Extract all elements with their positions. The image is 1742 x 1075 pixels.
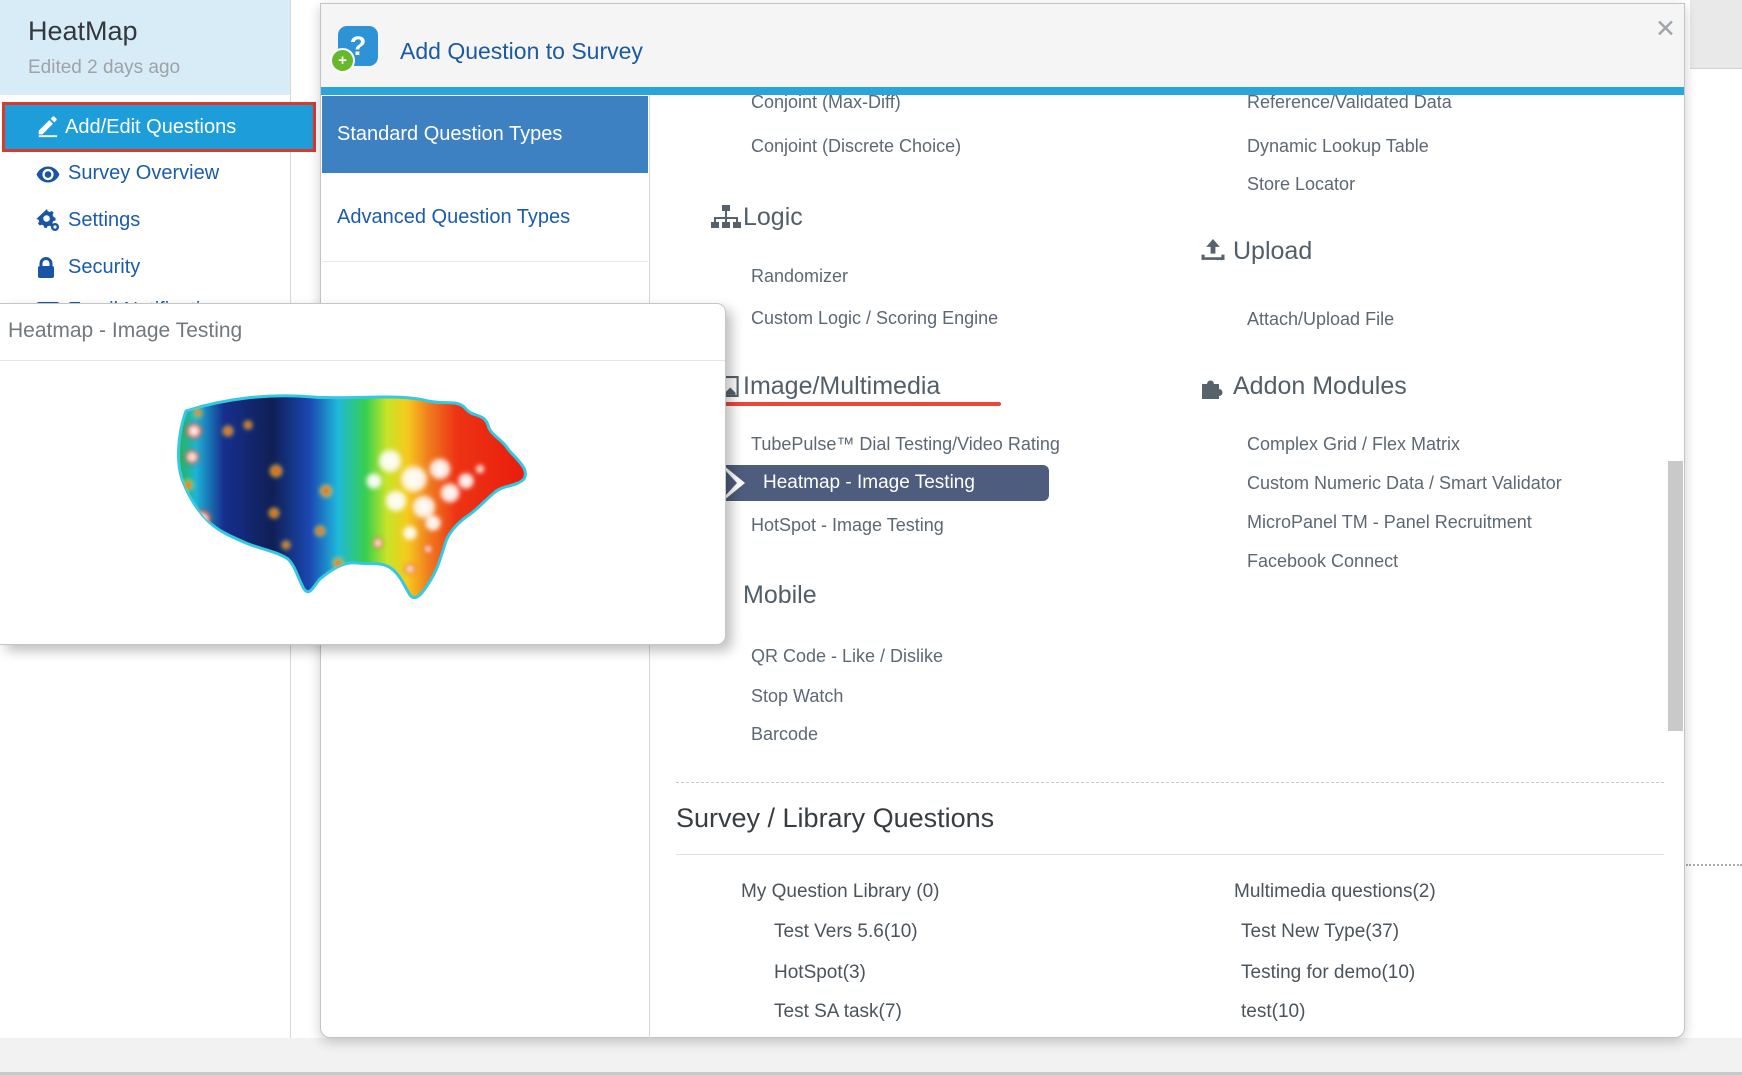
eye-icon bbox=[36, 162, 60, 184]
question-type-preview-tooltip: Heatmap - Image Testing bbox=[0, 303, 726, 645]
section-dashed-divider bbox=[676, 782, 1664, 783]
chevron-right-icon bbox=[725, 470, 737, 496]
sidebar-item-add-edit-questions[interactable]: Add/Edit Questions bbox=[2, 102, 316, 152]
question-type-item[interactable]: Dynamic Lookup Table bbox=[1247, 136, 1429, 156]
question-type-item[interactable]: Custom Numeric Data / Smart Validator bbox=[1247, 473, 1562, 493]
question-type-item[interactable]: Store Locator bbox=[1247, 174, 1356, 194]
selected-question-type-label: Heatmap - Image Testing bbox=[763, 472, 975, 493]
usa-heatmap-image bbox=[128, 372, 538, 629]
tooltip-title: Heatmap - Image Testing bbox=[8, 319, 243, 342]
sidebar-item-label: Survey Overview bbox=[68, 162, 220, 184]
library-folder-child[interactable]: test(10) bbox=[1241, 1001, 1306, 1022]
gears-icon bbox=[36, 209, 60, 231]
dialog-title: Add Question to Survey bbox=[400, 38, 643, 64]
survey-header-panel bbox=[0, 0, 290, 95]
background-bottom-strip bbox=[0, 1038, 1742, 1075]
tab-standard-question-types[interactable]: Standard Question Types bbox=[322, 96, 648, 173]
survey-edited-status: Edited 2 days ago bbox=[28, 57, 181, 78]
add-question-dialog: ? + Add Question to Survey ✕ Standard Qu… bbox=[320, 3, 1685, 1039]
background-dashed-divider bbox=[1686, 864, 1742, 866]
question-type-item[interactable]: Conjoint (Max-Diff) bbox=[751, 92, 901, 112]
question-type-item[interactable]: Attach/Upload File bbox=[1247, 309, 1395, 329]
category-title-logic: Logic bbox=[743, 203, 803, 231]
library-folder[interactable]: Multimedia questions(2) bbox=[1234, 881, 1436, 902]
sidebar-item-security[interactable]: Security bbox=[0, 252, 290, 282]
question-type-item[interactable]: MicroPanel TM - Panel Recruitment bbox=[1247, 512, 1532, 532]
question-type-item[interactable]: Complex Grid / Flex Matrix bbox=[1247, 434, 1461, 454]
sidebar-item-label: Settings bbox=[68, 209, 141, 231]
tab-label: Standard Question Types bbox=[337, 123, 563, 145]
dialog-accent-bar bbox=[321, 87, 1684, 95]
tab-advanced-question-types[interactable]: Advanced Question Types bbox=[322, 173, 648, 262]
library-section-title: Survey / Library Questions bbox=[676, 803, 995, 833]
question-type-item[interactable]: QR Code - Like / Dislike bbox=[751, 646, 944, 666]
survey-title: HeatMap bbox=[28, 16, 138, 46]
question-type-item[interactable]: HotSpot - Image Testing bbox=[751, 515, 944, 535]
library-folder[interactable]: My Question Library (0) bbox=[741, 881, 940, 902]
category-title-addon-modules: Addon Modules bbox=[1233, 372, 1407, 400]
question-type-item[interactable]: Barcode bbox=[751, 724, 819, 744]
tooltip-divider bbox=[0, 360, 725, 361]
sidebar-item-label: Security bbox=[68, 256, 141, 278]
question-type-item[interactable]: Randomizer bbox=[751, 266, 849, 286]
window-bottom-edge bbox=[0, 1072, 1742, 1075]
library-folder-child[interactable]: Test New Type(37) bbox=[1241, 921, 1400, 942]
sidebar-item-label: Add/Edit Questions bbox=[65, 116, 237, 138]
upload-icon bbox=[1199, 239, 1227, 263]
puzzle-icon bbox=[1199, 375, 1227, 399]
category-title-upload: Upload bbox=[1233, 237, 1313, 265]
library-folder-child[interactable]: Test SA task(7) bbox=[774, 1001, 902, 1022]
question-type-item[interactable]: Facebook Connect bbox=[1247, 551, 1399, 571]
tab-label: Advanced Question Types bbox=[337, 206, 571, 228]
question-type-item[interactable]: Reference/Validated Data bbox=[1247, 92, 1452, 112]
question-type-item[interactable]: TubePulse™ Dial Testing/Video Rating bbox=[751, 434, 1060, 454]
category-title-mobile: Mobile bbox=[743, 581, 817, 609]
question-type-item[interactable]: Custom Logic / Scoring Engine bbox=[751, 308, 999, 328]
lock-icon bbox=[36, 256, 60, 278]
close-icon[interactable]: ✕ bbox=[1655, 15, 1676, 43]
background-panel-edge bbox=[1690, 0, 1742, 69]
red-underline-annotation bbox=[709, 402, 1001, 406]
question-type-item[interactable]: Conjoint (Discrete Choice) bbox=[751, 136, 962, 156]
question-type-item[interactable]: Stop Watch bbox=[751, 686, 844, 706]
scrollbar-thumb[interactable] bbox=[1668, 461, 1683, 731]
add-plus-icon: + bbox=[330, 48, 355, 73]
dialog-header: ? + Add Question to Survey ✕ bbox=[321, 4, 1684, 87]
sitemap-icon bbox=[711, 205, 741, 229]
edit-icon bbox=[35, 116, 59, 138]
sidebar-item-settings[interactable]: Settings bbox=[0, 205, 290, 235]
question-type-item-selected[interactable]: Heatmap - Image Testing bbox=[723, 465, 1049, 501]
sidebar-item-survey-overview[interactable]: Survey Overview bbox=[0, 158, 290, 188]
section-solid-divider bbox=[676, 854, 1664, 855]
library-folder-child[interactable]: Test Vers 5.6(10) bbox=[774, 921, 918, 942]
category-title-image-multimedia: Image/Multimedia bbox=[743, 372, 941, 400]
library-folder-child[interactable]: Testing for demo(10) bbox=[1241, 962, 1416, 983]
library-folder-child[interactable]: HotSpot(3) bbox=[774, 962, 866, 983]
